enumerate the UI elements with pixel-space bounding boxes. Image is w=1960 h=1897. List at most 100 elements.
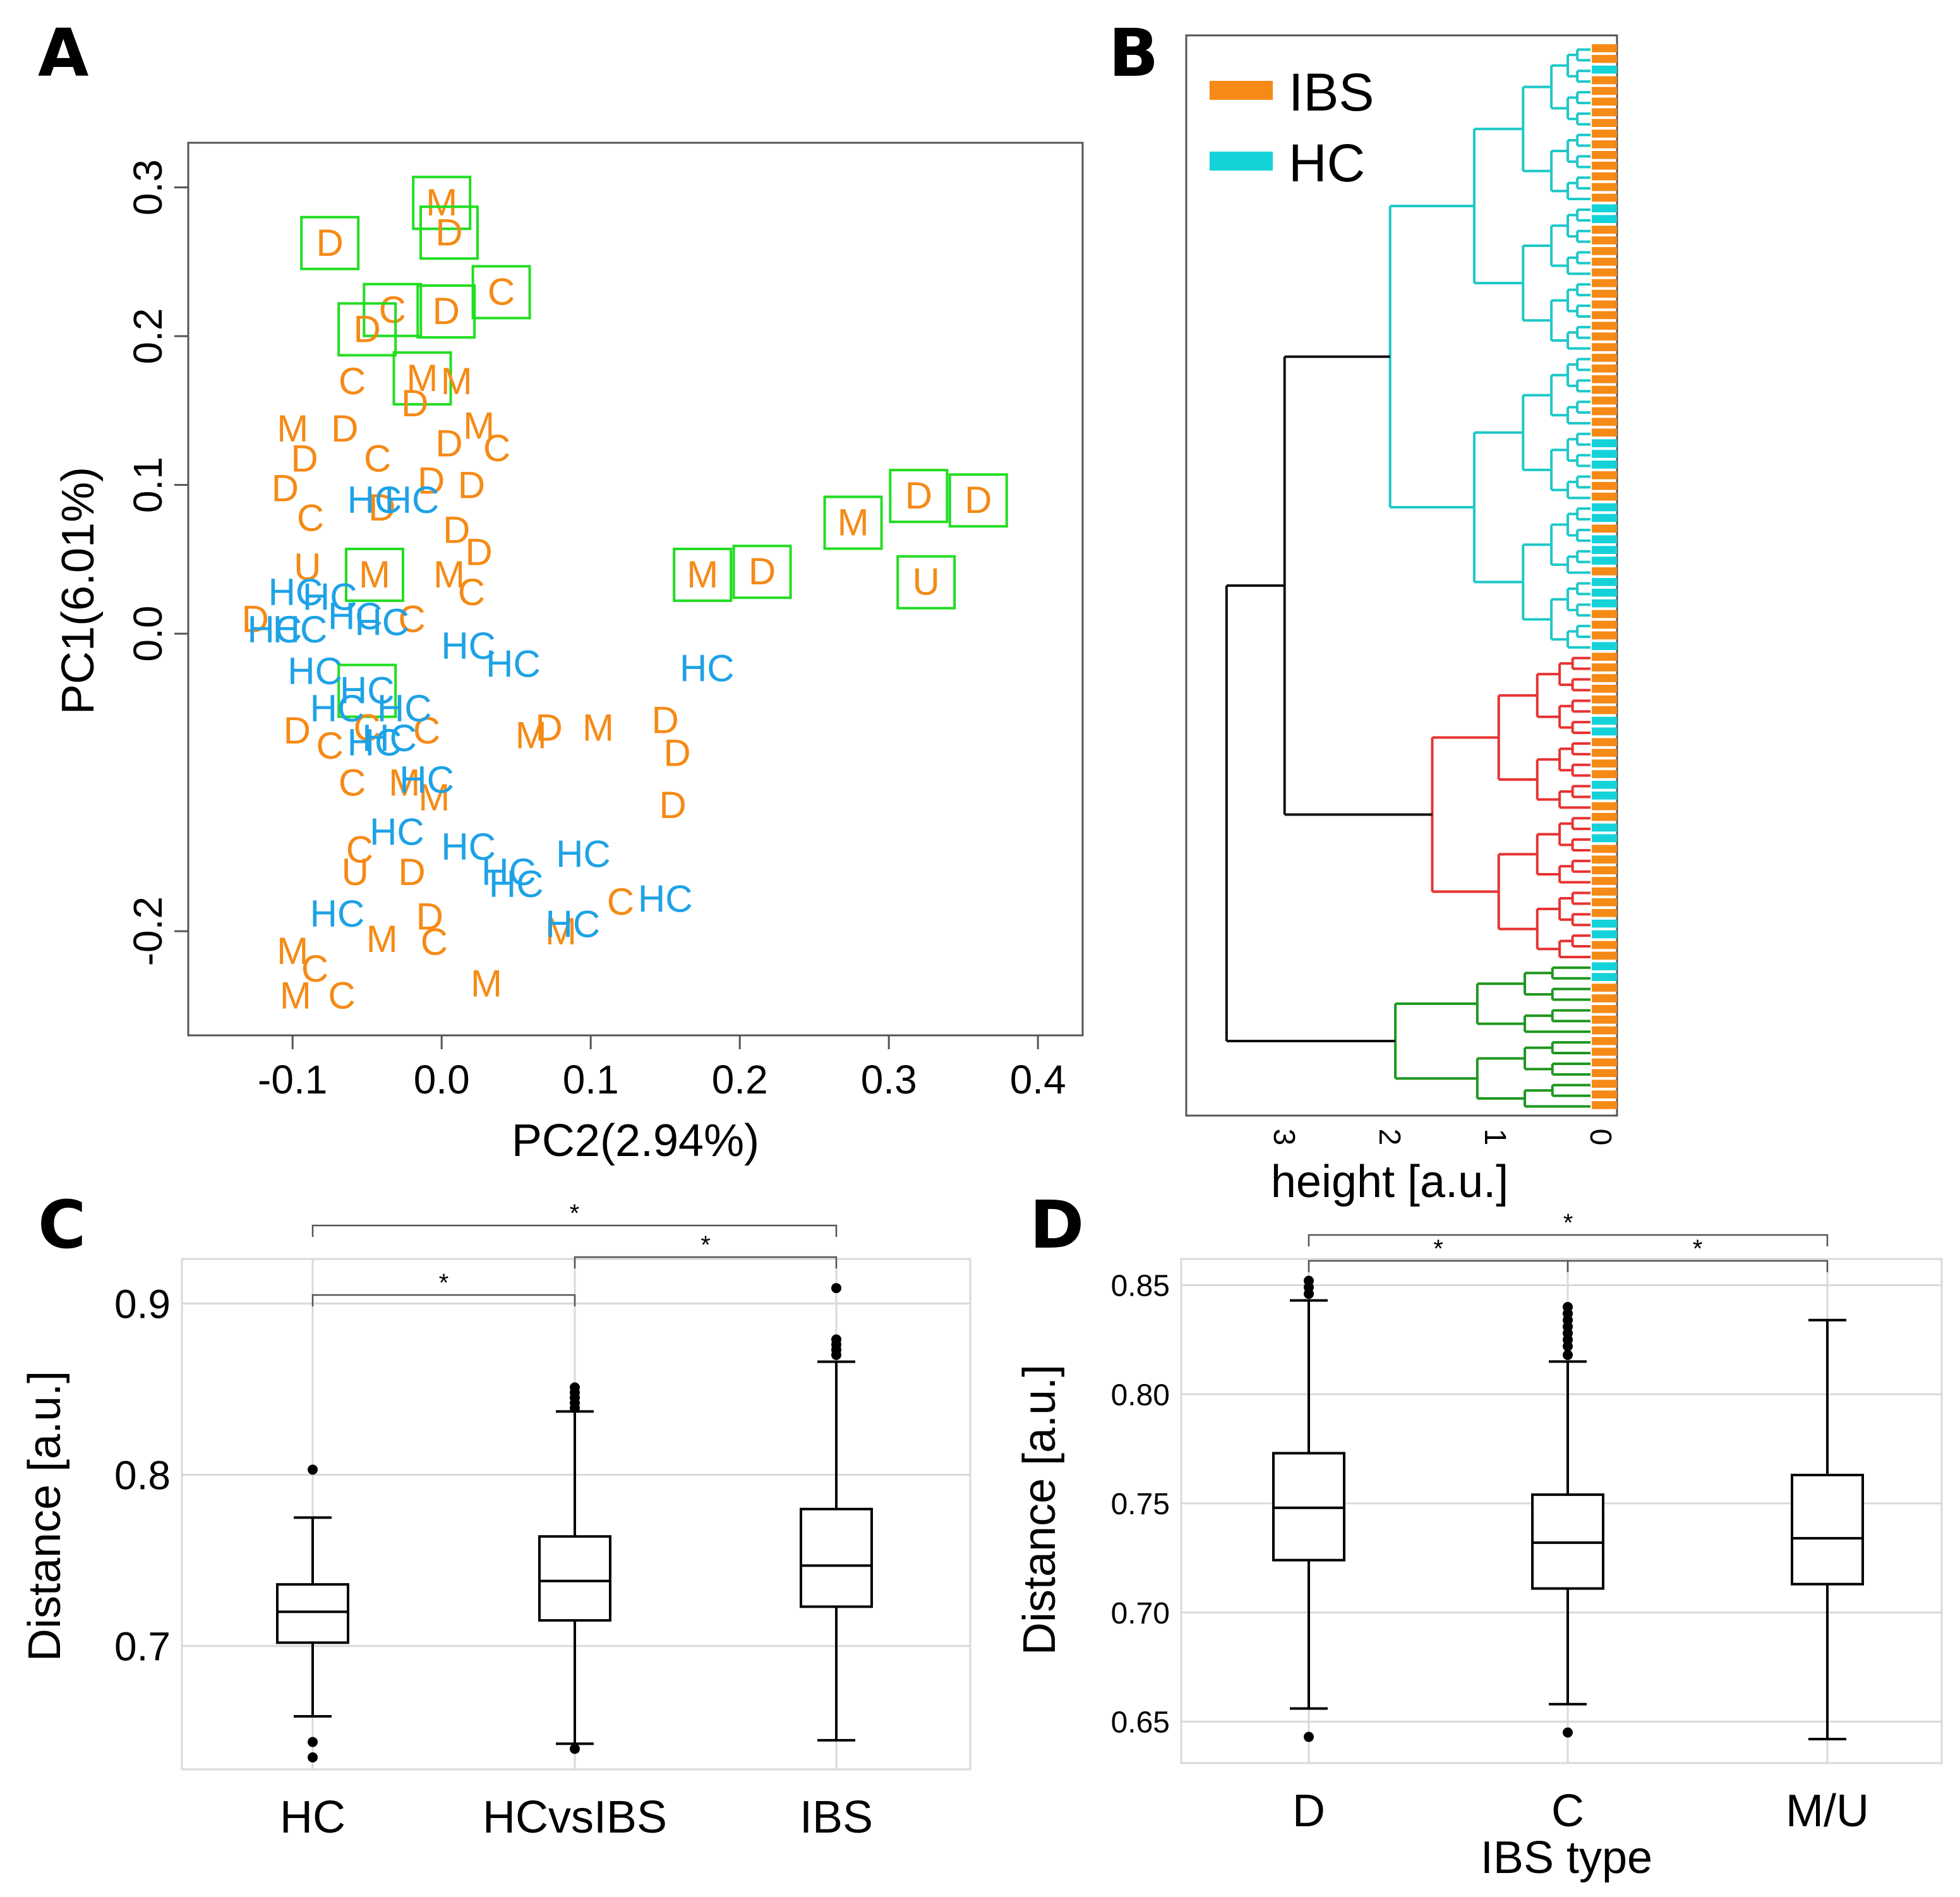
a-point: C [379,289,406,331]
a-point: D [652,699,679,742]
panel-a-label: A [38,15,89,92]
a-point: D [659,784,686,826]
a-highlight-box [471,265,531,320]
b-leaf [1592,685,1617,693]
b-leaf [1592,311,1617,320]
a-point: C [328,974,355,1016]
a-y-tick-label: 0.2 [125,308,171,364]
a-point: M [838,502,869,544]
b-leaf [1592,492,1617,501]
b-leaf [1592,161,1617,170]
panel-d-x-title: IBS type [1481,1833,1652,1883]
c-sig-star: * [700,1231,711,1259]
b-leaf [1592,812,1617,821]
b-leaf [1592,481,1617,490]
a-point: D [435,423,462,465]
a-point: HC [385,479,440,521]
c-box [276,1583,349,1644]
a-point: M [418,776,450,819]
b-leaf [1592,76,1617,85]
c-y-tick-label: 0.8 [114,1452,171,1498]
panel-b-plot-frame [1185,34,1618,1117]
a-point: D [242,598,269,641]
a-point: D [466,531,493,574]
d-y-tick-label: 0.80 [1111,1378,1170,1412]
a-y-tick-label: 0.3 [125,159,171,215]
panel-a: A -0.1 0.0 0.1 0.2 0.3 0.4-0.20.00.10.20.3 MD… [38,15,1084,1166]
b-leaf [1592,642,1617,651]
b-leaf [1592,888,1617,896]
panel-c-y-title: Distance [a.u.] [20,1371,70,1661]
a-point: M [277,930,308,972]
legend-hc-swatch [1210,152,1273,171]
b-leaf [1592,973,1617,981]
b-leaf [1592,258,1617,266]
b-leaf [1592,247,1617,255]
b-leaf [1592,407,1617,416]
d-y-tick-label: 0.75 [1111,1488,1170,1521]
panel-a-axes: -0.1 0.0 0.1 0.2 0.3 0.4 -0.2 0.0 0.1 0.2 0.3 [125,159,1066,1102]
b-leaf [1592,727,1617,736]
a-point: HC [310,893,365,935]
a-point: C [316,725,344,767]
a-point: C [488,271,515,313]
b-leaf [1592,759,1617,768]
b-leaf [1592,1080,1617,1088]
a-point: HC [638,877,693,920]
a-point: HC [486,642,541,685]
c-x-tick-label: HC [280,1792,346,1843]
c-x-tick-label: HCvsIBS [483,1792,667,1843]
a-point: U [342,851,369,893]
c-x-tick-label: IBS [800,1792,873,1843]
panel-c-boxes: HC HCvsIBS IBS [276,1283,873,1843]
a-point: D [354,308,381,350]
c-outlier [831,1349,841,1360]
c-sig-star: * [570,1200,580,1227]
a-point: C [421,921,448,963]
b-leaf [1592,599,1617,608]
panel-d-significance: * * * [1308,1209,1829,1272]
a-point: C [364,437,391,479]
a-point: HC [399,759,454,801]
b-leaf [1592,674,1617,682]
b-leaf [1592,279,1617,287]
a-highlight-box [392,351,452,406]
b-leaf [1592,1069,1617,1078]
d-sig-star: * [1563,1209,1573,1237]
a-point: M [582,707,614,749]
b-leaf [1592,546,1617,554]
b-leaf [1592,364,1617,373]
a-point: HC [354,601,409,643]
a-point: D [535,707,562,749]
a-highlight-box [416,284,476,339]
b-leaf [1592,375,1617,383]
c-y-tick-label: 0.7 [114,1624,171,1670]
a-x-tick-label: 0.1 [563,1057,619,1102]
a-highlight-box [300,215,360,270]
a-point: HC [481,851,536,893]
a-point: HC [347,479,402,521]
b-leaf [1592,428,1617,437]
a-point: M [471,963,502,1005]
a-point: HC [441,625,496,667]
b-leaf [1592,1005,1617,1013]
b-leaf [1592,514,1617,522]
b-leaf [1592,1015,1617,1024]
a-x-tick-label: 0.0 [414,1057,470,1102]
a-highlight-box [732,545,792,599]
panel-c-label: C [38,1186,86,1263]
panel-b-dendrogram [1225,48,1590,1108]
b-leaf [1592,834,1617,843]
a-point: D [416,896,443,938]
a-point: D [418,460,445,502]
b-leaf [1592,44,1617,52]
b-leaf [1592,119,1617,127]
d-x-tick-label: D [1292,1786,1325,1836]
panel-a-x-title: PC2(2.94%) [512,1116,759,1166]
a-point: D [398,851,425,893]
b-leaf [1592,557,1617,565]
c-outlier [308,1464,318,1475]
b-leaf [1592,140,1617,148]
b-leaf [1592,908,1617,917]
a-point: U [913,561,940,603]
